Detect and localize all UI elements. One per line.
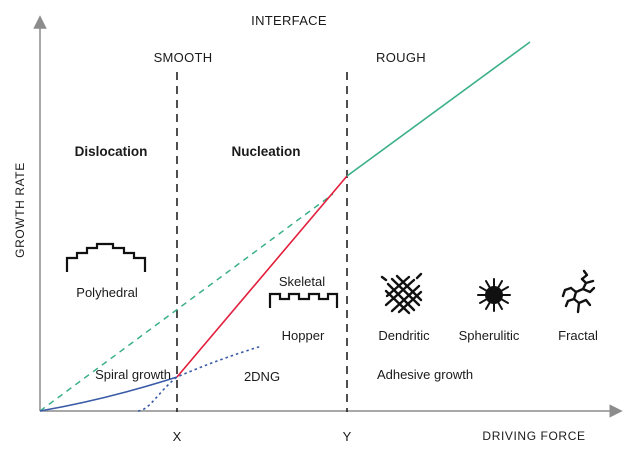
region-rough-label: ROUGH — [376, 50, 426, 65]
x-tick-y: Y — [343, 429, 352, 444]
polyhedral-label: Polyhedral — [76, 285, 138, 300]
x-axis-title: DRIVING FORCE — [482, 429, 585, 443]
extrapolation-dashed-line — [39, 193, 334, 412]
dendritic-crystal-icon — [380, 272, 423, 315]
nucleation-label: Nucleation — [231, 144, 300, 159]
dislocation-label: Dislocation — [75, 144, 148, 159]
fractal-crystal-icon — [561, 269, 596, 314]
hopper-label: Hopper — [282, 328, 325, 343]
spherulitic-label: Spherulitic — [459, 328, 520, 343]
region-smooth-label: SMOOTH — [154, 50, 213, 65]
spherulitic-crystal-icon — [477, 278, 511, 312]
dendritic-label: Dendritic — [378, 328, 430, 343]
spiral-growth-curve — [39, 376, 178, 412]
hopper-crystal-icon — [268, 292, 339, 308]
adhesive-growth-line — [346, 41, 531, 177]
y-axis-title: GROWTH RATE — [13, 162, 27, 258]
2dng-label: 2DNG — [244, 369, 280, 384]
nucleation-line — [176, 175, 348, 378]
2dng-dotted-curve — [137, 345, 263, 412]
adhesive-growth-label: Adhesive growth — [377, 367, 473, 382]
spiral-growth-label: Spiral growth — [95, 367, 171, 382]
interface-heading: INTERFACE — [251, 13, 327, 28]
fractal-label: Fractal — [558, 328, 598, 343]
skeletal-label: Skeletal — [279, 274, 325, 289]
polyhedral-crystal-icon — [65, 242, 147, 272]
x-tick-x: X — [173, 429, 182, 444]
